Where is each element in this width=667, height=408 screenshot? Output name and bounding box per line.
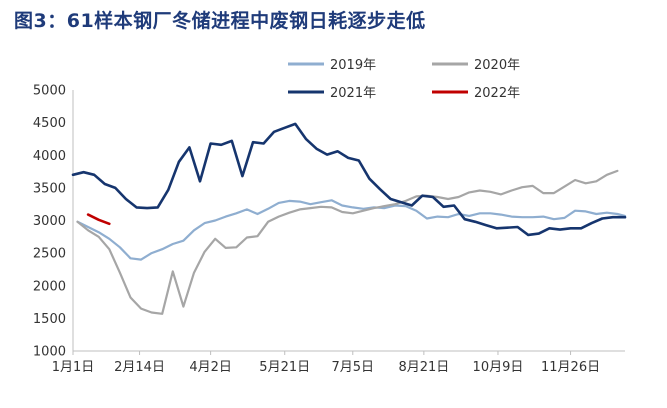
y-tick-label: 5000 [33, 84, 66, 99]
series-layer [71, 122, 627, 315]
series-line-4 [86, 213, 111, 226]
x-tick-label: 5月21日 [259, 360, 310, 375]
x-tick-label: 11月26日 [541, 360, 600, 375]
series-line-3 [71, 122, 627, 237]
y-tick-label: 3500 [33, 181, 66, 196]
x-tick-label: 2月14日 [114, 360, 165, 375]
series-line-2 [76, 169, 619, 315]
axes: 1000 1500 2000 2500 3000 3500 4000 4500 5000 1月1日… [33, 84, 625, 375]
y-tick-label: 4000 [33, 149, 66, 164]
legend-label-4: 2022年 [474, 86, 520, 101]
y-tick-label: 1500 [33, 312, 66, 327]
series-line-1 [76, 199, 627, 261]
legend: 2019年 2020年 2021年 2022年 [288, 58, 520, 101]
x-tick-label: 4月2日 [189, 360, 232, 375]
y-tick-label: 1000 [33, 345, 66, 360]
x-tick-label: 7月5日 [332, 360, 375, 375]
x-tick-label: 10月9日 [473, 360, 524, 375]
y-tick-label: 4500 [33, 116, 66, 131]
y-tick-label: 2000 [33, 279, 66, 294]
y-tick-label: 2500 [33, 247, 66, 262]
legend-label-1: 2019年 [330, 58, 376, 73]
legend-label-2: 2020年 [474, 58, 520, 73]
chart-title: 图3：61样本钢厂冬储进程中废钢日耗逐步走低 [14, 10, 426, 32]
y-tick-label: 3000 [33, 214, 66, 229]
x-tick-label: 1月1日 [52, 360, 95, 375]
x-tick-label: 8月21日 [398, 360, 449, 375]
legend-label-3: 2021年 [330, 86, 376, 101]
